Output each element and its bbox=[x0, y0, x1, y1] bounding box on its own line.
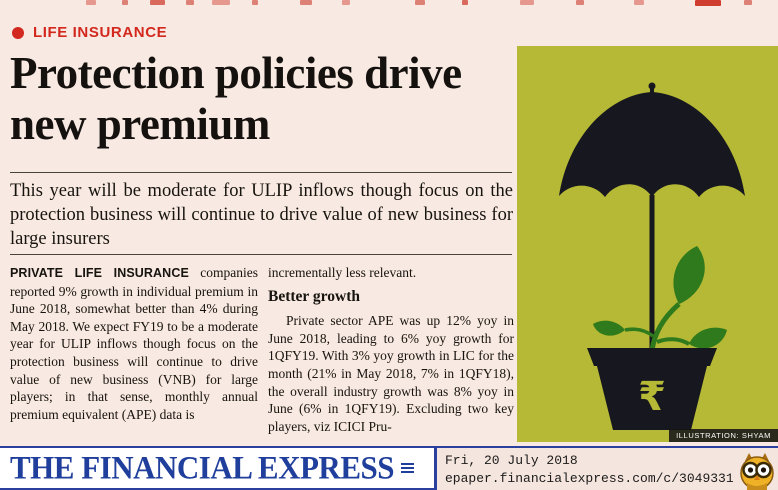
footer-divider bbox=[434, 448, 437, 490]
masthead-box: THE FINANCIAL EXPRESS bbox=[0, 448, 434, 490]
deck-rule-bottom bbox=[10, 254, 512, 255]
owl-mascot-icon bbox=[739, 451, 775, 490]
umbrella-plant-art: ₹ bbox=[517, 46, 778, 442]
masthead: THE FINANCIAL EXPRESS bbox=[10, 448, 394, 487]
body-carryover-line: incrementally less relevant. bbox=[268, 265, 417, 280]
body-paragraph-1: PRIVATE LIFE INSURANCE companies reporte… bbox=[10, 264, 258, 423]
masthead-mark-icon bbox=[400, 461, 414, 475]
rupee-symbol: ₹ bbox=[638, 374, 666, 420]
footer-bar: THE FINANCIAL EXPRESS Fri, 20 July 2018 … bbox=[0, 446, 778, 490]
lead-in: PRIVATE LIFE INSURANCE bbox=[10, 266, 189, 280]
cropped-newsprint-edge bbox=[0, 0, 778, 8]
body-column-2: incrementally less relevant. Better grow… bbox=[268, 264, 514, 442]
date: Fri, 20 July 2018 bbox=[445, 453, 578, 468]
body-column-1: PRIVATE LIFE INSURANCE companies reporte… bbox=[10, 264, 258, 442]
headline: Protection policies drive new premium bbox=[10, 48, 462, 149]
deck-rule-top bbox=[10, 172, 512, 173]
deck: This year will be moderate for ULIP infl… bbox=[10, 181, 513, 249]
epaper-url[interactable]: epaper.financialexpress.com/c/3049331 bbox=[445, 471, 734, 486]
body-text-1: companies reported 9% growth in individu… bbox=[10, 265, 258, 422]
illustration-credit: ILLUSTRATION: SHYAM bbox=[669, 428, 778, 442]
illustration: ₹ ILLUSTRATION: SHYAM bbox=[517, 46, 778, 442]
section-kicker: LIFE INSURANCE bbox=[12, 24, 167, 41]
section-label: LIFE INSURANCE bbox=[33, 24, 168, 41]
crosshead: Better growth bbox=[268, 287, 360, 305]
epaper-meta: Fri, 20 July 2018 epaper.financialexpres… bbox=[437, 448, 778, 490]
body-paragraph-2: Private sector APE was up 12% yoy in Jun… bbox=[268, 313, 514, 434]
bullet-icon bbox=[12, 26, 24, 39]
